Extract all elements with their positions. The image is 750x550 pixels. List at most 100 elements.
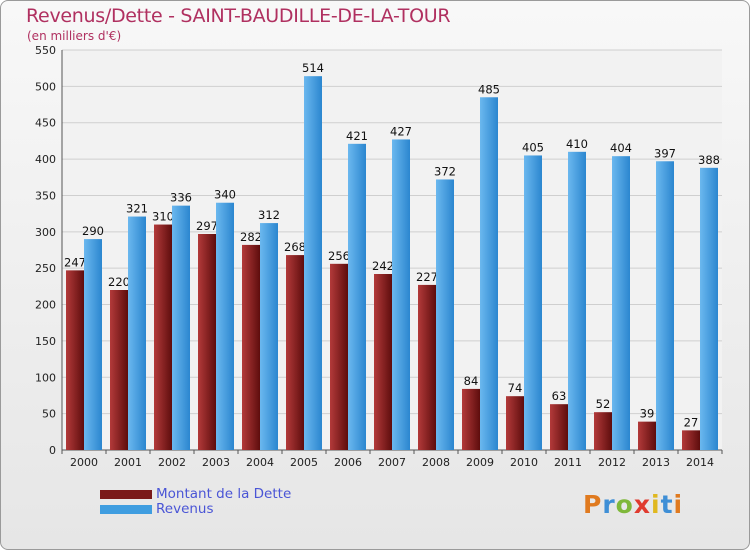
data-label-revenus: 427 [390,124,412,138]
data-label-revenus: 388 [698,153,720,167]
x-tick-label: 2012 [598,456,626,469]
x-tick-label: 2011 [554,456,582,469]
data-label-dette: 242 [372,259,394,273]
y-tick-label: 150 [35,335,56,348]
bar-revenus [480,97,498,450]
data-label-dette: 74 [508,381,523,395]
x-tick-label: 2000 [70,456,98,469]
logo-letter: i [651,490,661,519]
data-label-revenus: 421 [346,129,368,143]
y-tick-label: 500 [35,80,56,93]
x-tick-label: 2010 [510,456,538,469]
bar-dette [286,255,304,450]
bar-dette [462,388,480,450]
x-tick-label: 2002 [158,456,186,469]
y-tick-label: 350 [35,189,56,202]
logo-letter: P [583,490,603,519]
legend-swatch-revenus [100,505,152,514]
logo-letter: t [660,490,674,519]
x-tick-label: 2007 [378,456,406,469]
logo-letter: i [673,490,684,519]
data-label-dette: 282 [240,230,262,244]
x-tick-label: 2006 [334,456,362,469]
data-label-revenus: 485 [478,82,500,96]
logo-letter: x [633,490,651,519]
data-label-revenus: 410 [566,137,588,151]
proxiti-logo: Proxiti [583,490,683,519]
y-tick-label: 400 [35,153,56,166]
x-tick-label: 2003 [202,456,230,469]
bar-dette [242,244,260,450]
data-label-revenus: 312 [258,208,280,222]
data-label-dette: 52 [596,397,611,411]
legend-label-revenus: Revenus [156,501,214,517]
bar-revenus [216,202,234,450]
data-label-dette: 310 [152,210,174,224]
bar-revenus [524,155,542,451]
bar-revenus [304,76,322,450]
logo-letter: o [615,490,634,519]
x-tick-label: 2001 [114,456,142,469]
x-tick-label: 2004 [246,456,274,469]
y-tick-label: 50 [42,408,56,421]
bar-dette [110,290,128,450]
data-label-revenus: 336 [170,191,192,205]
data-label-revenus: 404 [610,141,632,155]
y-tick-label: 0 [49,444,56,457]
bar-dette [66,270,84,450]
data-label-revenus: 405 [522,140,544,154]
data-label-revenus: 290 [82,224,104,238]
bar-dette [506,396,524,450]
bar-revenus [172,205,190,450]
bar-revenus [128,216,146,450]
bar-revenus [392,139,410,451]
data-label-dette: 247 [64,255,86,269]
x-tick-label: 2009 [466,456,494,469]
data-label-revenus: 321 [126,202,148,216]
legend-label-dette: Montant de la Dette [156,486,292,502]
bar-revenus [612,156,630,450]
logo-letter: r [602,490,616,519]
data-label-revenus: 340 [214,188,236,202]
data-label-dette: 27 [684,415,699,429]
data-label-dette: 256 [328,249,350,263]
legend-swatch-dette [100,490,152,499]
x-tick-label: 2008 [422,456,450,469]
bar-dette [638,421,656,450]
data-label-dette: 220 [108,275,130,289]
bar-dette [594,412,612,450]
bar-dette [154,224,172,450]
bar-revenus [348,143,366,450]
bar-revenus [84,239,102,450]
y-tick-label: 250 [35,262,56,275]
data-label-dette: 39 [640,407,655,421]
chart-subtitle: (en milliers d'€) [27,29,122,43]
bar-dette [330,263,348,450]
y-tick-label: 200 [35,299,56,312]
bar-dette [418,284,436,450]
data-label-dette: 268 [284,240,306,254]
bar-revenus [568,151,586,450]
data-label-revenus: 514 [302,61,324,75]
data-label-revenus: 372 [434,164,456,178]
x-tick-label: 2005 [290,456,318,469]
data-label-dette: 84 [464,374,479,388]
bar-revenus [436,179,454,451]
y-tick-label: 300 [35,226,56,239]
bar-revenus [700,167,718,450]
data-label-dette: 297 [196,219,218,233]
bar-dette [550,404,568,450]
data-label-dette: 63 [552,389,567,403]
data-label-revenus: 397 [654,146,676,160]
y-tick-label: 100 [35,371,56,384]
bar-dette [682,430,700,450]
x-tick-label: 2014 [686,456,714,469]
chart-title: Revenus/Dette - SAINT-BAUDILLE-DE-LA-TOU… [26,5,451,27]
y-tick-label: 550 [35,44,56,57]
bar-revenus [260,223,278,450]
y-tick-label: 450 [35,117,56,130]
x-tick-label: 2013 [642,456,670,469]
bar-dette [374,274,392,450]
bar-revenus [656,161,674,451]
